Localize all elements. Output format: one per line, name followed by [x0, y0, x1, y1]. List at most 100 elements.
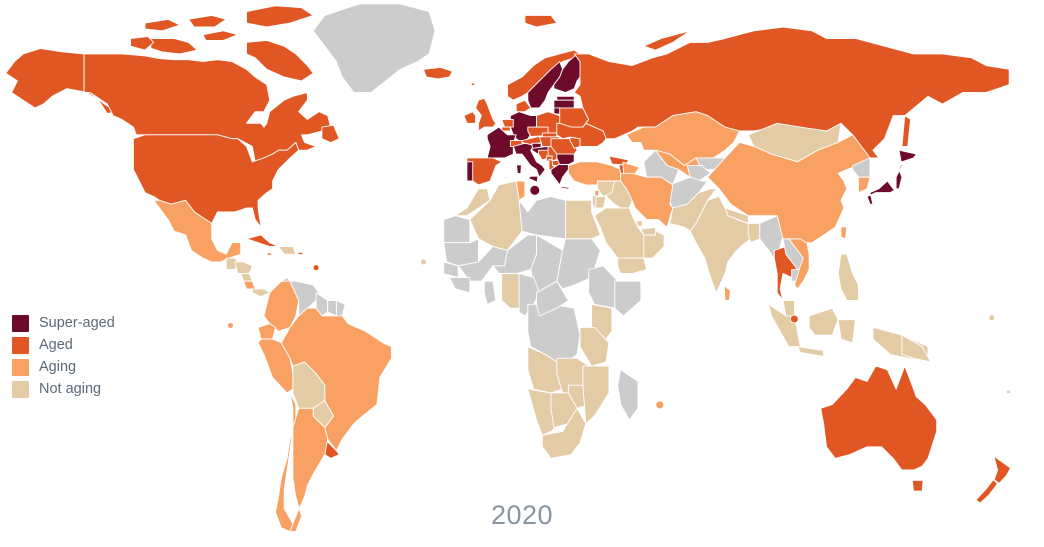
country-fiji	[1006, 390, 1010, 394]
country-ecuador	[258, 324, 275, 339]
country-cuba	[247, 235, 279, 247]
country-sri-lanka	[724, 286, 730, 301]
country-libya	[519, 197, 565, 239]
country-baffin-island	[247, 40, 314, 81]
country-sakhalin	[902, 116, 911, 147]
country-angola	[528, 347, 563, 393]
country-somalia	[615, 281, 641, 316]
country-bulgaria	[557, 154, 574, 164]
country-western-sahara	[444, 216, 470, 243]
legend-item-not-aging: Not aging	[12, 380, 115, 399]
country-mauritania	[444, 239, 479, 266]
island-mediterranean-isle	[530, 185, 540, 195]
country-banks-island	[131, 37, 154, 51]
country-greenland	[313, 4, 435, 93]
country-taiwan	[841, 227, 847, 239]
country-indonesia	[769, 304, 801, 346]
country-iceland	[423, 67, 452, 79]
country-tasmania	[912, 480, 923, 491]
island-cape-verde	[420, 259, 426, 265]
country-yemen	[618, 258, 647, 273]
country-netherlands	[502, 119, 514, 127]
legend-swatch-super-aged	[12, 315, 29, 332]
country-mexico	[154, 200, 241, 262]
country-sulawesi	[838, 320, 855, 343]
country-norway	[508, 50, 581, 100]
country-latvia	[554, 100, 574, 108]
legend-swatch-aged	[12, 337, 29, 354]
legend-item-aging: Aging	[12, 358, 115, 377]
country-alaska	[6, 49, 116, 114]
country-guyana	[316, 293, 328, 316]
country-malaysia	[783, 301, 795, 316]
country-japan	[867, 150, 916, 204]
country-tunisia	[516, 181, 525, 200]
island-galapagos	[228, 323, 234, 329]
legend-label-not-aging: Not aging	[39, 381, 102, 397]
country-south-africa	[542, 408, 586, 458]
country-south-korea	[858, 177, 870, 192]
legend: Super-aged Aged Aging Not aging	[12, 314, 115, 399]
country-java	[798, 347, 824, 357]
legend-swatch-aging	[12, 359, 29, 376]
country-sardinia	[517, 165, 522, 174]
country-victoria-island	[151, 39, 197, 54]
island-pacific-isle	[989, 315, 995, 321]
country-estonia	[557, 96, 574, 100]
legend-swatch-not-aging	[12, 381, 29, 398]
country-madagascar	[618, 370, 638, 420]
country-honduras	[235, 262, 252, 274]
country-australia	[821, 366, 937, 470]
country-uae	[641, 227, 656, 235]
country-denmark	[516, 100, 531, 112]
country-central-african-rep	[537, 281, 569, 316]
country-panama	[252, 289, 269, 297]
country-new-zealand-n	[994, 456, 1011, 483]
legend-item-super-aged: Super-aged	[12, 314, 115, 333]
country-lebanon	[595, 190, 599, 196]
country-sicily	[529, 176, 538, 182]
country-suriname	[328, 301, 337, 316]
country-kazakhstan	[626, 112, 739, 166]
country-nicaragua	[241, 274, 253, 282]
country-france	[487, 127, 516, 158]
legend-label-aging: Aging	[39, 359, 77, 375]
country-syria	[597, 181, 614, 197]
country-crete	[561, 186, 569, 189]
country-ghana	[484, 281, 496, 304]
country-pakistan	[670, 189, 716, 231]
legend-label-aged: Aged	[39, 337, 73, 353]
country-philippines	[838, 254, 858, 300]
country-senegal	[444, 262, 459, 278]
country-tanzania	[580, 327, 609, 366]
country-puerto-rico	[298, 252, 303, 254]
country-costa-rica	[244, 281, 256, 289]
country-borneo	[809, 308, 838, 335]
country-china	[708, 135, 870, 243]
island-reunion	[656, 401, 664, 409]
country-arctic-isle-2	[145, 19, 180, 31]
country-portugal	[467, 162, 473, 181]
country-mozambique	[583, 366, 609, 424]
country-faroe	[471, 83, 474, 85]
country-french-guiana	[336, 301, 345, 316]
country-russia	[574, 27, 1009, 158]
country-india	[690, 197, 751, 293]
country-newfoundland	[322, 125, 339, 142]
country-papua-new-guinea	[902, 335, 931, 362]
country-svalbard	[525, 15, 557, 27]
country-guinea	[450, 277, 470, 292]
country-argentina	[290, 408, 328, 531]
country-arctic-isle-3	[203, 31, 238, 41]
country-sri-jaya	[654, 341, 655, 342]
legend-label-super-aged: Super-aged	[39, 315, 115, 331]
country-tajikistan	[687, 166, 710, 181]
country-ireland	[464, 112, 476, 124]
country-novaya-zemlya	[644, 31, 690, 50]
country-new-zealand-s	[976, 480, 998, 504]
country-chile	[276, 393, 296, 532]
country-vietnam	[789, 239, 809, 289]
country-israel	[593, 196, 597, 210]
country-bangladesh	[748, 223, 760, 242]
